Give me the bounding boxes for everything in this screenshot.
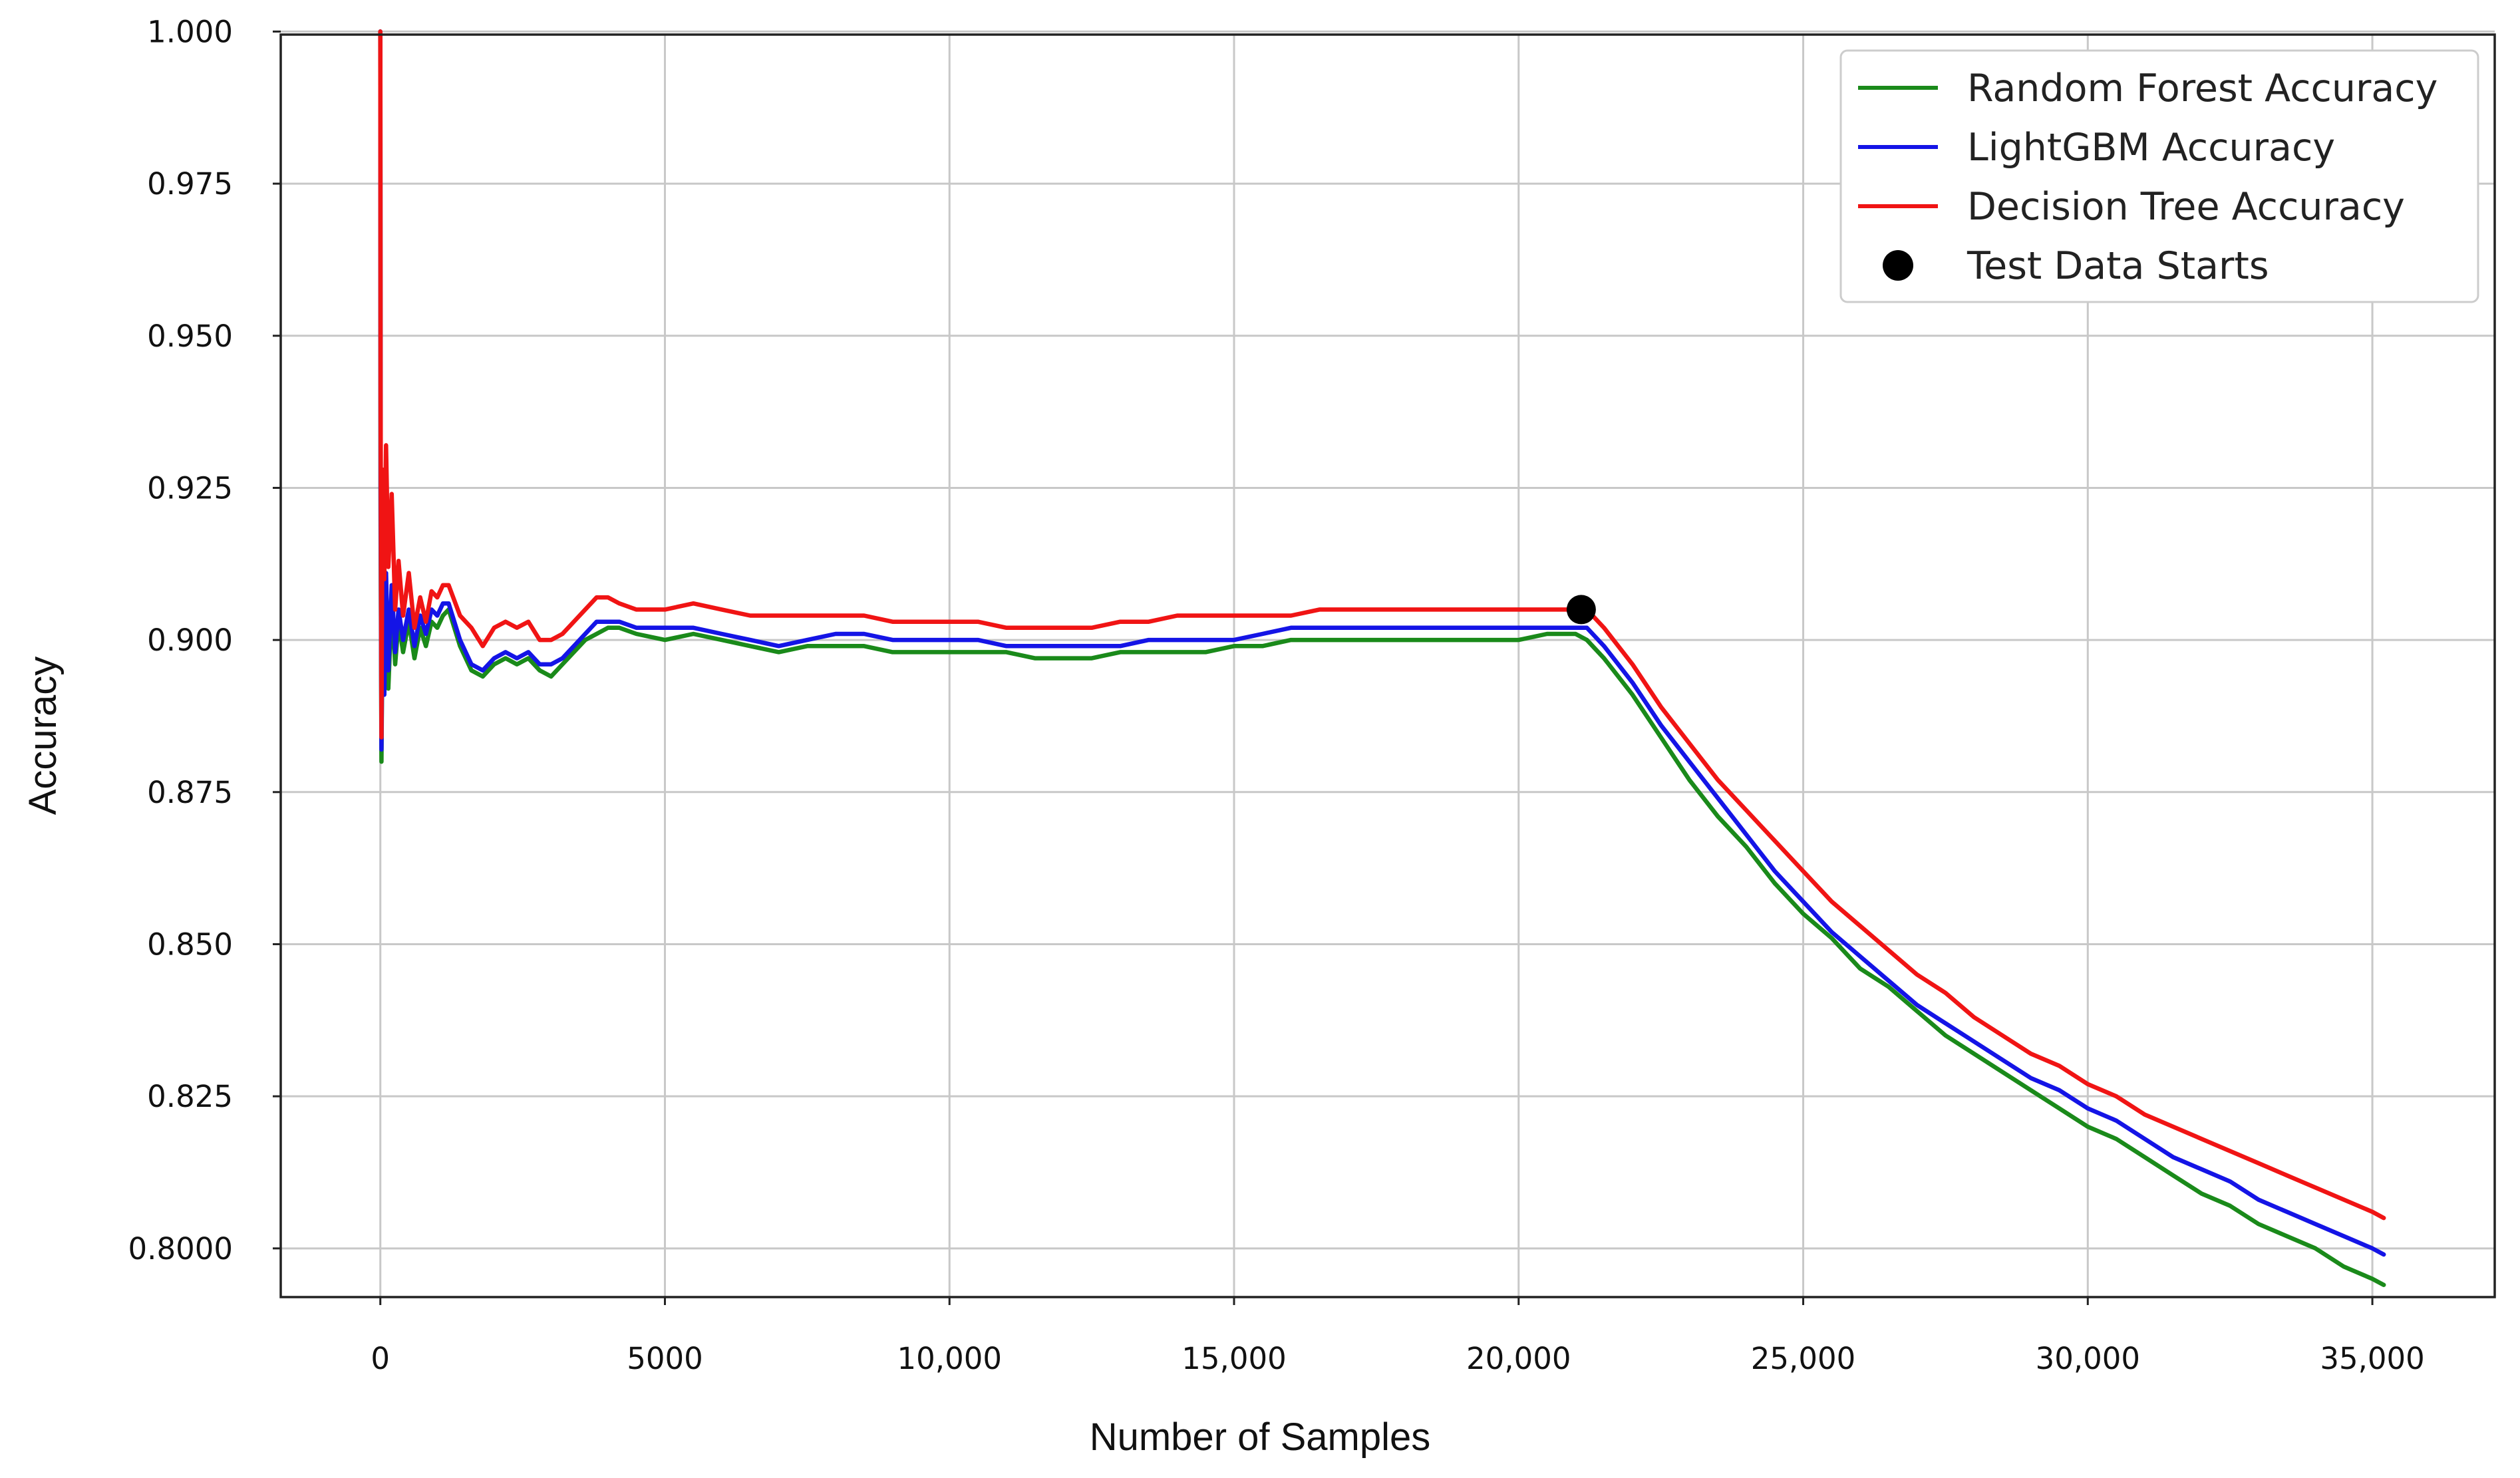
- y-tick-label: 0.850: [147, 927, 233, 962]
- y-tick-label: 0.900: [147, 623, 233, 658]
- decision-tree-accuracy-line: [378, 29, 2386, 1221]
- legend-item-decision-tree-accuracy: Decision Tree Accuracy: [1858, 185, 2405, 229]
- legend-label: LightGBM Accuracy: [1967, 126, 2335, 170]
- legend: Random Forest Accuracy LightGBM Accuracy D…: [1839, 49, 2479, 303]
- y-tick-label: 0.925: [147, 470, 233, 506]
- y-tick-label: 0.8000: [128, 1231, 233, 1266]
- y-tick-label: 1.000: [147, 14, 233, 49]
- y-tick-label: 0.825: [147, 1079, 233, 1114]
- legend-item-test-data-starts: Test Data Starts: [1883, 244, 2269, 288]
- legend-box: [1839, 49, 2479, 303]
- x-tick-label: 5000: [627, 1341, 703, 1376]
- y-axis-ticks: 0.8000 0.825 0.850 0.875 0.900 0.925 0.950 0.97…: [128, 14, 281, 1266]
- y-tick-label: 0.950: [147, 319, 233, 354]
- x-tick-label: 20,000: [1466, 1341, 1571, 1376]
- legend-label: Decision Tree Accuracy: [1967, 185, 2405, 229]
- x-tick-label: 25,000: [1751, 1341, 1855, 1376]
- x-tick-label: 30,000: [2036, 1341, 2140, 1376]
- y-axis-label: Accuracy: [21, 657, 65, 815]
- y-tick-label: 0.875: [147, 775, 233, 810]
- x-tick-label: 0: [371, 1341, 390, 1376]
- x-tick-label: 15,000: [1181, 1341, 1286, 1376]
- y-tick-label: 0.975: [147, 166, 233, 202]
- legend-swatch-marker: [1883, 250, 1913, 281]
- random-forest-accuracy-line: [378, 29, 2386, 1287]
- x-tick-label: 10,000: [897, 1341, 1002, 1376]
- plot-frame: [279, 33, 2496, 1298]
- markers: [1566, 595, 1596, 625]
- legend-item-random-forest-accuracy: Random Forest Accuracy: [1858, 67, 2438, 110]
- legend-label: Test Data Starts: [1967, 244, 2269, 288]
- x-axis-ticks: 0 5000 10,000 15,000 20,000 25,000 30,000 35,00…: [371, 1297, 2425, 1376]
- legend-item-lightgbm-accuracy: LightGBM Accuracy: [1858, 126, 2335, 170]
- test-data-starts-marker: [1566, 595, 1596, 625]
- series-lines: [378, 29, 2386, 1287]
- legend-label: Random Forest Accuracy: [1967, 67, 2438, 110]
- x-tick-label: 35,000: [2320, 1341, 2424, 1376]
- x-axis-label: Number of Samples: [1090, 1415, 1431, 1459]
- lightgbm-accuracy-line: [378, 29, 2386, 1257]
